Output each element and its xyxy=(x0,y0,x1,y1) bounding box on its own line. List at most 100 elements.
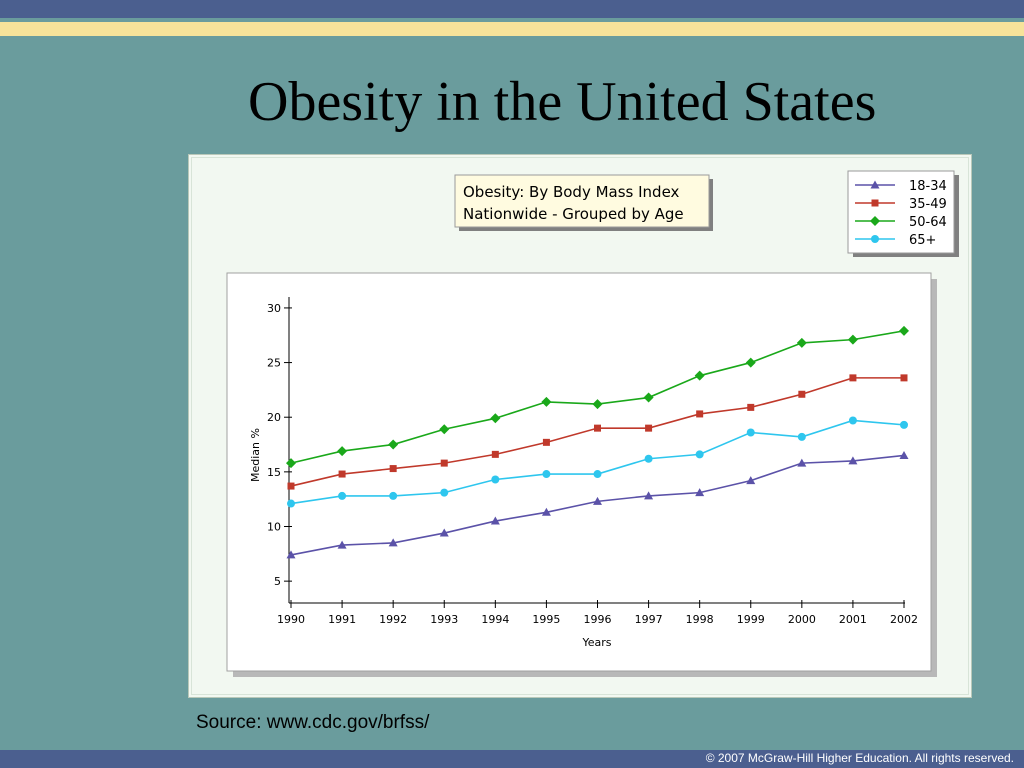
data-point xyxy=(389,491,398,500)
top-stripe xyxy=(0,22,1024,36)
top-band xyxy=(0,0,1024,18)
data-point xyxy=(287,499,295,508)
slide-title: Obesity in the United States xyxy=(248,71,877,133)
series-35-49 xyxy=(287,374,908,490)
data-point xyxy=(594,424,601,432)
data-point xyxy=(491,450,499,458)
series-50-64 xyxy=(286,325,909,469)
y-tick-label: 20 xyxy=(267,411,281,424)
x-tick-label: 2002 xyxy=(890,613,918,626)
x-tick-label: 1992 xyxy=(379,613,407,626)
data-point xyxy=(694,370,705,381)
x-tick-label: 1991 xyxy=(328,613,356,626)
x-axis-label: Years xyxy=(581,636,611,649)
series-layer xyxy=(286,325,909,559)
data-point xyxy=(490,413,501,424)
data-point xyxy=(900,374,908,382)
y-tick-label: 30 xyxy=(267,302,281,315)
legend-label: 50-64 xyxy=(909,215,947,230)
legend-marker xyxy=(870,180,880,189)
legend-label: 35-49 xyxy=(909,197,947,212)
data-point xyxy=(286,550,296,559)
chart-frame: Obesity: By Body Mass Index Nationwide -… xyxy=(188,154,972,698)
data-point xyxy=(746,476,756,485)
copyright-text: © 2007 McGraw-Hill Higher Education. All… xyxy=(705,751,1014,765)
bottom-band: © 2007 McGraw-Hill Higher Education. All… xyxy=(0,750,1024,768)
x-ticks: 1990 1991 1992 1993 1994 1995 1996 1997 1998 1999… xyxy=(277,600,918,626)
x-tick-label: 1998 xyxy=(686,613,714,626)
data-point xyxy=(797,458,807,467)
legend-item: 50-64 xyxy=(855,215,947,230)
data-point xyxy=(338,470,346,478)
data-point xyxy=(338,491,347,500)
x-tick-label: 1999 xyxy=(737,613,765,626)
series-65+ xyxy=(287,416,908,508)
x-tick-label: 1990 xyxy=(277,613,305,626)
legend-marker xyxy=(870,216,880,226)
chart-title: Obesity: By Body Mass Index xyxy=(463,183,680,201)
data-point xyxy=(747,403,755,411)
data-point xyxy=(490,516,500,525)
data-point xyxy=(592,399,603,410)
data-point xyxy=(593,496,602,505)
data-point xyxy=(388,538,398,547)
data-point xyxy=(541,507,551,516)
data-point xyxy=(696,410,704,418)
legend-item: 18-34 xyxy=(855,179,947,194)
series-18-34 xyxy=(286,450,909,559)
chart-subtitle: Nationwide - Grouped by Age xyxy=(463,205,684,223)
x-tick-label: 1993 xyxy=(430,613,458,626)
data-point xyxy=(900,420,908,429)
legend-label: 18-34 xyxy=(909,179,947,194)
legend-item: 65+ xyxy=(855,233,936,248)
y-ticks: 5 10 15 20 25 30 xyxy=(267,302,292,588)
y-tick-label: 15 xyxy=(267,466,281,479)
y-tick-label: 25 xyxy=(267,357,281,370)
data-point xyxy=(695,488,705,497)
data-point xyxy=(645,424,653,432)
y-axis-label: Median % xyxy=(249,428,262,482)
y-tick-label: 5 xyxy=(274,575,281,588)
data-point xyxy=(439,424,450,435)
legend-marker xyxy=(871,199,879,207)
chart-title-box: Obesity: By Body Mass Index Nationwide -… xyxy=(454,174,713,231)
x-tick-label: 1995 xyxy=(532,613,560,626)
data-point xyxy=(848,456,858,465)
data-point xyxy=(847,334,858,345)
data-point xyxy=(440,488,449,497)
data-point xyxy=(643,392,654,403)
data-point xyxy=(286,458,296,469)
data-point xyxy=(899,450,909,459)
x-tick-label: 1994 xyxy=(481,613,509,626)
data-point xyxy=(745,357,756,368)
legend-label: 65+ xyxy=(909,233,936,248)
data-point xyxy=(644,491,654,500)
data-point xyxy=(439,528,449,537)
data-point xyxy=(593,470,602,479)
line-chart: Obesity: By Body Mass Index Nationwide -… xyxy=(226,170,959,677)
data-point xyxy=(746,428,755,437)
x-tick-label: 2000 xyxy=(788,613,816,626)
x-tick-label: 2001 xyxy=(839,613,867,626)
data-point xyxy=(797,432,806,441)
data-point xyxy=(848,416,857,425)
x-tick-label: 1997 xyxy=(635,613,663,626)
data-point xyxy=(541,396,552,407)
data-point xyxy=(337,540,347,549)
data-point xyxy=(491,475,500,484)
data-point xyxy=(849,374,857,382)
y-tick-label: 10 xyxy=(267,521,281,534)
data-point xyxy=(388,439,399,450)
source-text: Source: www.cdc.gov/brfss/ xyxy=(196,712,430,733)
data-point xyxy=(542,438,550,446)
data-point xyxy=(542,470,551,479)
data-point xyxy=(796,337,807,348)
legend-marker xyxy=(871,235,879,243)
data-point xyxy=(644,454,653,463)
x-tick-label: 1996 xyxy=(584,613,612,626)
data-point xyxy=(337,446,348,457)
chart-legend: 18-34 35-49 50-64 65+ xyxy=(847,170,959,257)
legend-item: 35-49 xyxy=(855,197,947,212)
data-point xyxy=(287,482,295,490)
data-point xyxy=(899,325,909,336)
